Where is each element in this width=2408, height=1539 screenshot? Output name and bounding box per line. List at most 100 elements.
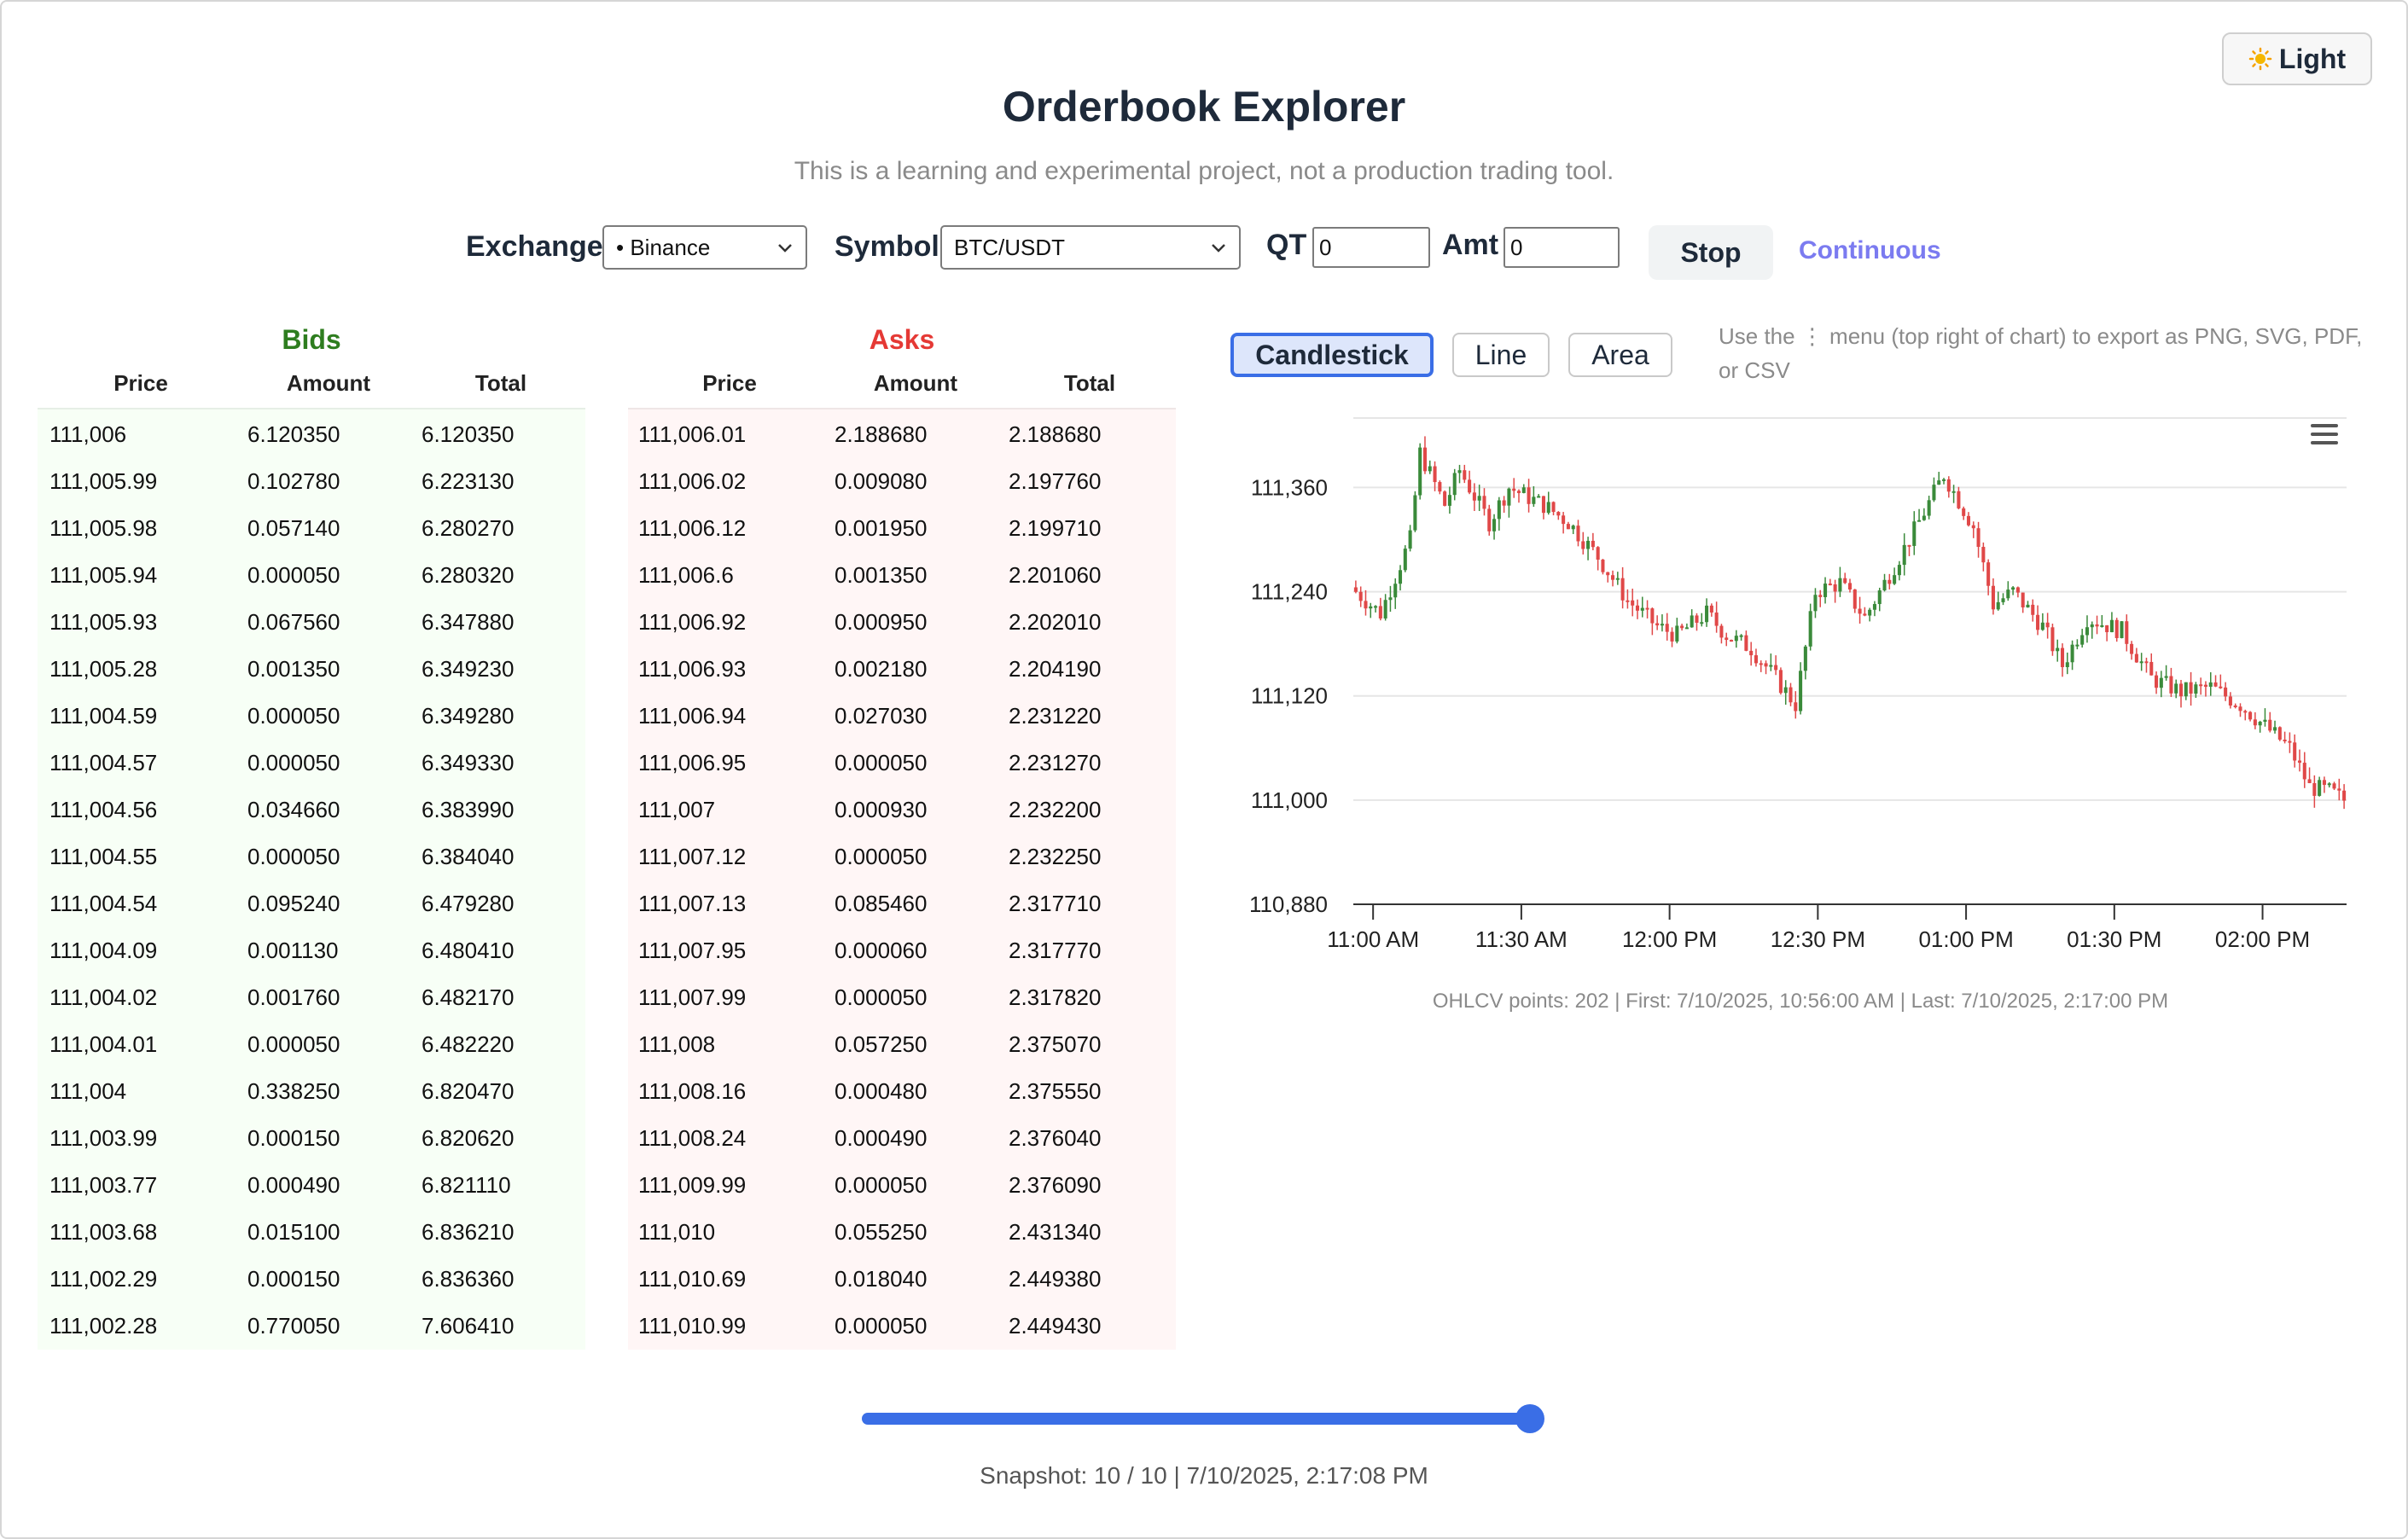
price-chart: 111,360 111,240 111,120 111,000 110,880 11:00…: [1249, 417, 2347, 952]
candle-body: [1650, 608, 1655, 624]
theme-toggle-button[interactable]: Light: [2222, 32, 2372, 85]
candle-body: [1447, 495, 1451, 506]
candlestick-button[interactable]: Candlestick: [1230, 333, 1434, 377]
candle-body: [2243, 711, 2248, 713]
candle-body: [2021, 592, 2025, 607]
stop-button[interactable]: Stop: [1649, 225, 1773, 280]
candle-body: [1714, 612, 1719, 626]
candle-body: [2199, 684, 2203, 687]
candle-body: [2065, 662, 2069, 668]
candle-body: [1433, 466, 1437, 483]
candle-body: [1705, 605, 1709, 623]
candle-body: [2318, 780, 2322, 796]
asks-row: 111,007.95 0.000060 2.317770: [628, 926, 1176, 973]
asks-total: 2.317820: [1009, 984, 1102, 1010]
candle-body: [1843, 578, 1847, 584]
bids-amount: 0.001760: [247, 984, 340, 1010]
asks-row: 111,006.6 0.001350 2.201060: [628, 550, 1176, 597]
line-button[interactable]: Line: [1452, 333, 1550, 377]
candle-body: [2015, 587, 2020, 593]
bids-amount: 0.000050: [247, 1031, 340, 1057]
candle-body: [1774, 665, 1778, 671]
candle-body: [2208, 682, 2213, 688]
candle-body: [1872, 604, 1876, 610]
candle-body: [1364, 601, 1368, 609]
candle-body: [2026, 604, 2030, 607]
ohlcv-info: OHLCV points: 202 | First: 7/10/2025, 10…: [1432, 990, 2169, 1013]
asks-total: 2.231270: [1009, 750, 1102, 775]
asks-price: 111,006.94: [638, 703, 747, 729]
candle-body: [2040, 622, 2044, 630]
bids-total: 6.820470: [422, 1078, 515, 1104]
asks-price: 111,006.92: [638, 609, 747, 635]
asks-amount: 0.018040: [835, 1266, 928, 1292]
candle-body: [1487, 508, 1492, 531]
bids-total: 6.820620: [422, 1125, 515, 1151]
candle-body: [1922, 515, 1926, 520]
y-tick-label: 111,000: [1251, 787, 1328, 813]
asks-price: 111,006.01: [638, 421, 747, 447]
y-tick-label: 110,880: [1249, 891, 1328, 917]
asks-row: 111,007.13 0.085460 2.317710: [628, 879, 1176, 926]
candle-body: [2011, 587, 2015, 590]
candle-body: [1912, 521, 1917, 546]
bids-price: 111,002.29: [49, 1266, 158, 1292]
candle-body: [1962, 508, 1966, 516]
bids-price: 111,004.02: [49, 984, 158, 1010]
bids-total: 6.349280: [422, 703, 515, 729]
candle-body: [2095, 624, 2099, 627]
bids-title: Bids: [282, 324, 341, 355]
candle-body: [1566, 524, 1570, 530]
candle-body: [1847, 583, 1853, 589]
candle-body: [1507, 488, 1511, 506]
candle-body: [2342, 790, 2347, 801]
candle-body: [2144, 661, 2149, 664]
bids-amount: 0.000050: [247, 844, 340, 869]
asks-amount: 0.002180: [835, 656, 928, 682]
asks-amount: 0.000950: [835, 609, 928, 635]
snapshot-slider-thumb[interactable]: [1515, 1404, 1544, 1433]
qt-input[interactable]: [1312, 227, 1430, 268]
candle-body: [2288, 740, 2292, 743]
bids-total: 6.384040: [422, 844, 515, 869]
candle-body: [1725, 637, 1729, 641]
asks-price: 111,007: [638, 797, 716, 822]
candle-body: [1438, 482, 1442, 492]
candle-body: [2283, 739, 2287, 741]
continuous-link[interactable]: Continuous: [1799, 236, 1941, 264]
asks-col-price: Price: [702, 370, 757, 396]
asks-row: 111,006.93 0.002180 2.204190: [628, 644, 1176, 691]
bids-row: 111,004.57 0.000050 6.349330: [38, 738, 585, 785]
chevron-down-icon: [778, 244, 792, 253]
candle-body: [1532, 497, 1536, 504]
candle-body: [1374, 606, 1378, 608]
asks-row: 111,006.94 0.027030 2.231220: [628, 691, 1176, 738]
exchange-select[interactable]: • Binance: [602, 225, 807, 270]
candle-body: [2213, 682, 2218, 687]
hamburger-menu-icon[interactable]: [2309, 421, 2340, 447]
candle-body: [2248, 711, 2253, 720]
candle-body: [2322, 780, 2326, 786]
asks-price: 111,008.16: [638, 1078, 747, 1104]
candle-body: [1789, 687, 1793, 703]
asks-row: 111,006.01 2.188680 2.188680: [628, 409, 1176, 456]
candle-body: [2194, 684, 2198, 694]
snapshot-slider-track[interactable]: [862, 1413, 1533, 1425]
bids-price: 111,004.01: [49, 1031, 158, 1057]
area-button[interactable]: Area: [1568, 333, 1672, 377]
bids-total: 6.349330: [422, 750, 515, 775]
symbol-select[interactable]: BTC/USDT: [940, 225, 1241, 270]
candle-body: [1626, 600, 1630, 602]
candle-body: [1769, 665, 1773, 667]
bids-amount: 0.102780: [247, 468, 340, 494]
bids-price: 111,005.98: [49, 515, 158, 541]
candle-body: [1665, 624, 1669, 632]
candle-body: [1749, 650, 1754, 656]
candle-body: [1527, 487, 1531, 504]
amt-input[interactable]: [1504, 227, 1620, 268]
bids-total: 6.482220: [422, 1031, 515, 1057]
asks-price: 111,008.24: [638, 1125, 747, 1151]
candle-body: [1971, 525, 1975, 529]
candle-body: [2337, 788, 2341, 791]
bids-row: 111,004.55 0.000050 6.384040: [38, 832, 585, 879]
